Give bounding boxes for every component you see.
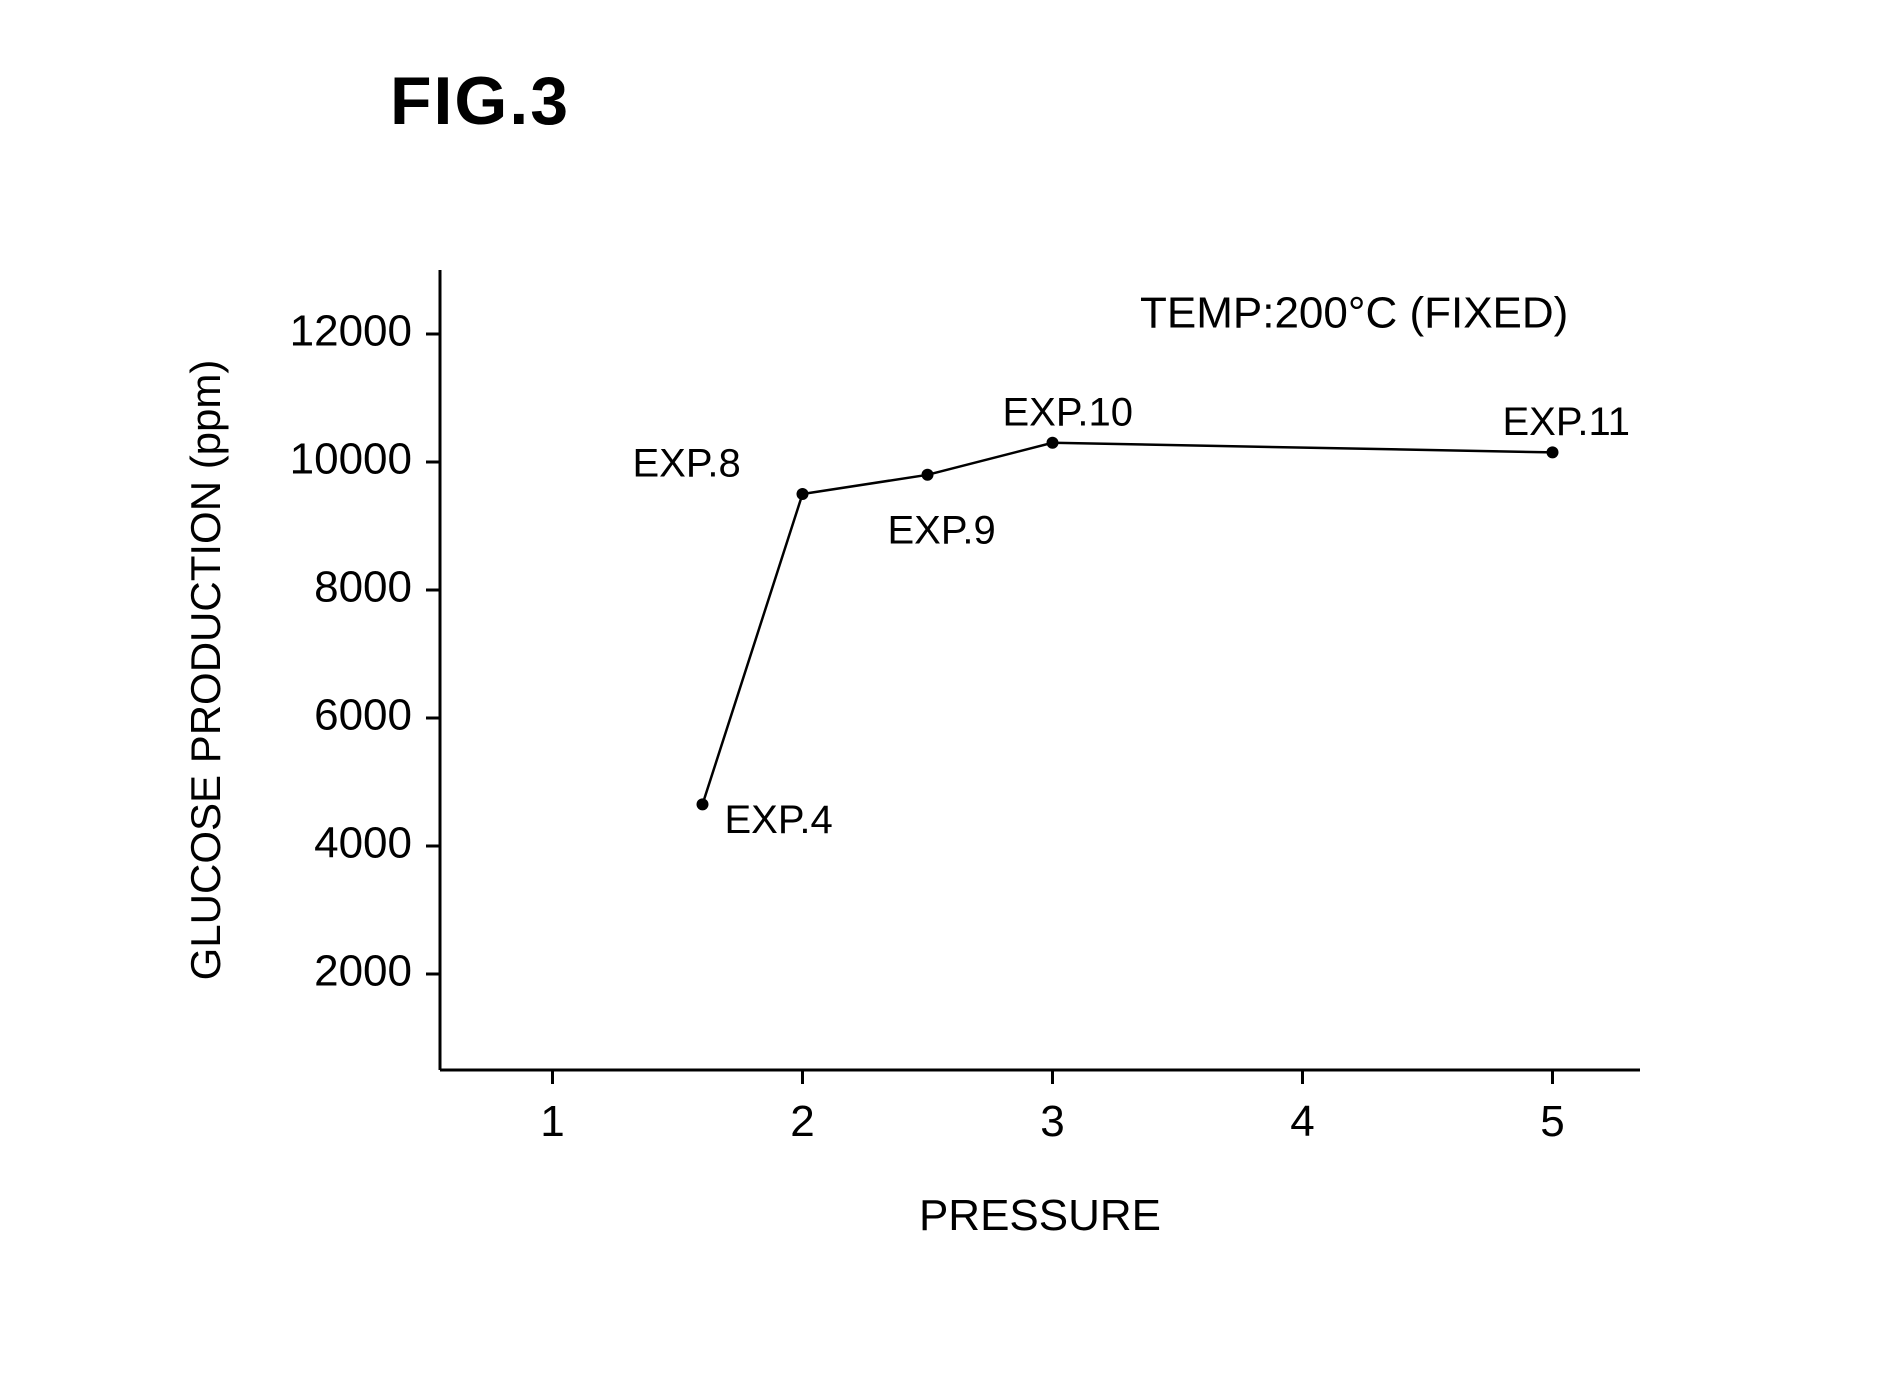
data-point xyxy=(797,488,809,500)
data-point-label: EXP.9 xyxy=(888,508,996,552)
y-ticks: 2000 4000 6000 8000 10000 12000 xyxy=(290,307,440,996)
data-point-label: EXP.4 xyxy=(725,798,833,842)
y-tick-label: 8000 xyxy=(314,563,412,612)
data-points xyxy=(697,437,1559,811)
y-tick-label: 2000 xyxy=(314,947,412,996)
data-point xyxy=(697,798,709,810)
y-tick-label: 4000 xyxy=(314,819,412,868)
x-ticks: 1 2 3 4 5 xyxy=(540,1070,1564,1146)
x-tick-label: 4 xyxy=(1290,1097,1314,1146)
y-tick-label: 10000 xyxy=(290,435,412,484)
x-axis-title: PRESSURE xyxy=(919,1191,1161,1240)
figure-title: FIG.3 xyxy=(390,62,570,140)
x-tick-label: 2 xyxy=(790,1097,814,1146)
data-line xyxy=(703,443,1553,805)
point-labels: EXP.4 EXP.8 EXP.9 EXP.10 EXP.11 xyxy=(633,390,1631,842)
data-point-label: EXP.11 xyxy=(1503,400,1631,444)
data-point-label: EXP.8 xyxy=(633,442,741,486)
x-tick-label: 3 xyxy=(1040,1097,1064,1146)
y-tick-label: 12000 xyxy=(290,307,412,356)
y-axis-title: GLUCOSE PRODUCTION (ppm) xyxy=(182,360,229,981)
x-tick-label: 5 xyxy=(1540,1097,1564,1146)
x-tick-label: 1 xyxy=(540,1097,564,1146)
chart-annotation: TEMP:200°C (FIXED) xyxy=(1140,289,1568,338)
data-point xyxy=(1047,437,1059,449)
y-tick-label: 6000 xyxy=(314,691,412,740)
data-point xyxy=(922,469,934,481)
glucose-pressure-chart: 2000 4000 6000 8000 10000 12000 1 2 3 4 5 GLUCOSE… xyxy=(140,240,1700,1300)
chart-svg: 2000 4000 6000 8000 10000 12000 1 2 3 4 5 GLUCOSE… xyxy=(140,240,1700,1300)
data-point-label: EXP.10 xyxy=(1003,390,1134,434)
data-point xyxy=(1547,446,1559,458)
